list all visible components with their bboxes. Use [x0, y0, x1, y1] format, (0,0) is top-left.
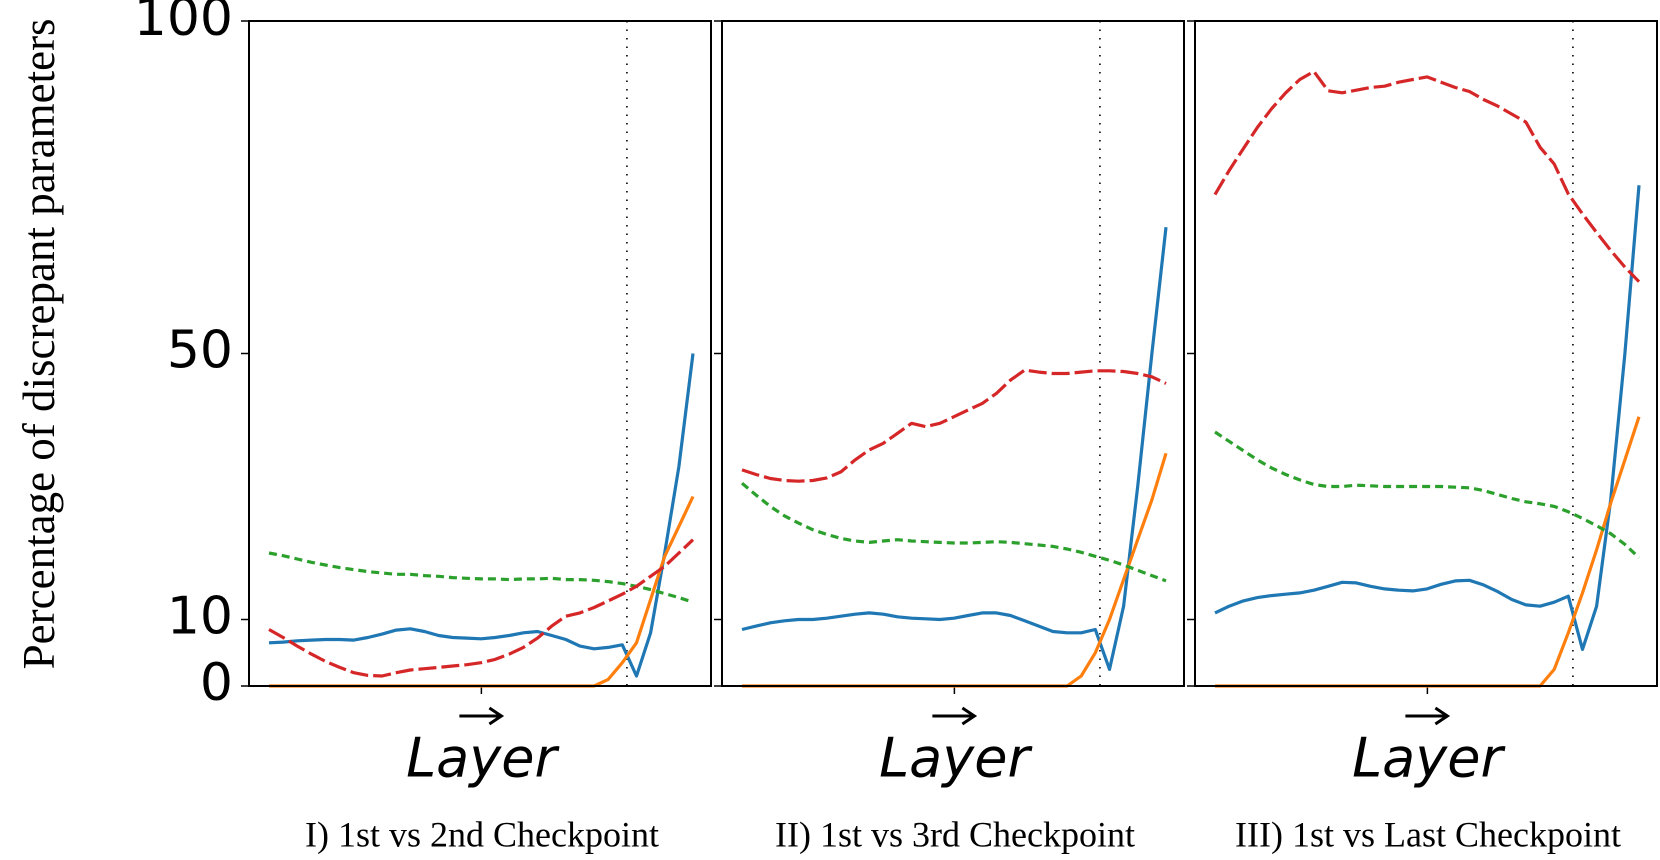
y-tick-label: 10 — [167, 587, 233, 647]
plot-frame — [1194, 20, 1658, 687]
panel-caption: I) 1st vs 2nd Checkpoint — [305, 814, 659, 854]
y-tick-label: 50 — [167, 321, 233, 381]
x-label-arrow — [459, 706, 505, 726]
x-axis-label: Layer — [1352, 727, 1505, 790]
x-label-arrow — [1405, 706, 1451, 726]
series-line — [268, 538, 695, 678]
series-line — [268, 353, 695, 678]
series-line — [1213, 69, 1641, 283]
series-line — [740, 481, 1167, 583]
panel-caption: III) 1st vs Last Checkpoint — [1235, 814, 1621, 854]
x-axis-label: Layer — [406, 727, 559, 790]
series-line — [1215, 416, 1641, 688]
series-line — [741, 368, 1167, 483]
y-axis-label: Percentage of discrepant parameters — [14, 18, 65, 670]
series-line — [1214, 430, 1641, 559]
series-line — [268, 551, 694, 604]
panel-caption: II) 1st vs 3rd Checkpoint — [775, 814, 1135, 854]
x-axis-label: Layer — [879, 727, 1032, 790]
plot-frame — [721, 20, 1185, 687]
y-tick-label: 0 — [200, 653, 233, 713]
series-line — [1214, 185, 1641, 651]
y-tick-label: 100 — [134, 0, 233, 48]
x-label-arrow — [932, 706, 978, 726]
series-line — [741, 227, 1168, 671]
plot-frame — [248, 20, 712, 687]
